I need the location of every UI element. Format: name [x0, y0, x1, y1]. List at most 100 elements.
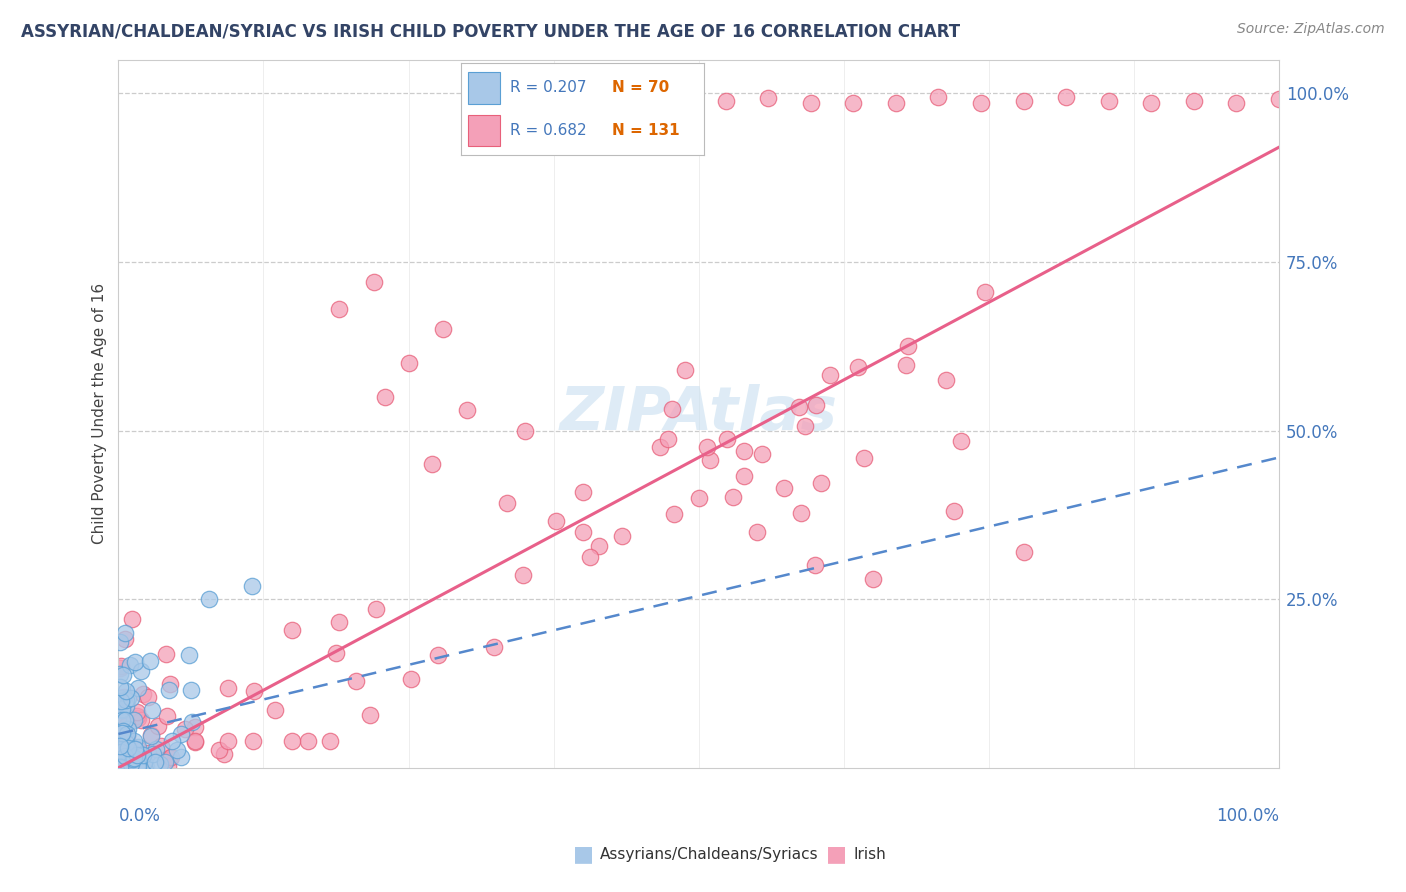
- Point: [108, 760, 131, 774]
- Point: [110, 659, 132, 673]
- Point: [112, 757, 135, 772]
- Point: [111, 713, 134, 727]
- Point: [1268, 92, 1291, 106]
- Point: [846, 359, 869, 374]
- Point: [852, 450, 875, 465]
- Point: [672, 94, 695, 108]
- Point: [108, 743, 131, 757]
- Point: [115, 727, 138, 741]
- Point: [756, 90, 779, 104]
- Point: [142, 747, 165, 761]
- Point: [661, 402, 683, 417]
- Point: [432, 322, 454, 336]
- Point: [111, 729, 134, 743]
- Point: [949, 434, 972, 449]
- Point: [364, 602, 387, 616]
- Point: [127, 759, 149, 773]
- Point: [716, 433, 738, 447]
- Point: [896, 358, 918, 372]
- Point: [935, 373, 957, 387]
- Point: [138, 654, 160, 668]
- Point: [112, 726, 135, 740]
- Point: [138, 690, 160, 704]
- Point: [108, 710, 131, 724]
- Point: [108, 739, 131, 754]
- Point: [927, 89, 949, 103]
- Point: [156, 758, 179, 772]
- Point: [148, 719, 170, 733]
- Text: 0.0%: 0.0%: [118, 806, 160, 824]
- Point: [122, 713, 145, 727]
- Point: [127, 741, 149, 756]
- Point: [242, 733, 264, 747]
- Point: [662, 508, 685, 522]
- Point: [456, 403, 478, 417]
- Point: [1182, 94, 1205, 108]
- Point: [1012, 545, 1035, 559]
- Point: [790, 506, 813, 520]
- Point: [110, 680, 132, 694]
- Point: [699, 452, 721, 467]
- Point: [122, 751, 145, 765]
- Point: [111, 724, 134, 739]
- Point: [110, 690, 132, 705]
- Point: [180, 714, 202, 729]
- Point: [214, 747, 236, 761]
- Point: [1012, 94, 1035, 108]
- Point: [810, 475, 832, 490]
- Point: [108, 756, 131, 771]
- Point: [121, 752, 143, 766]
- Point: [145, 741, 167, 756]
- Point: [155, 755, 177, 769]
- Point: [110, 746, 132, 760]
- Point: [114, 632, 136, 647]
- Point: [124, 656, 146, 670]
- Point: [155, 648, 177, 662]
- Point: [733, 444, 755, 458]
- Point: [114, 693, 136, 707]
- Point: [114, 731, 136, 745]
- Point: [862, 572, 884, 586]
- Point: [217, 681, 239, 695]
- Point: [120, 691, 142, 706]
- Point: [571, 485, 593, 500]
- Point: [793, 419, 815, 434]
- Text: 100.0%: 100.0%: [1216, 806, 1279, 824]
- Text: ■: ■: [827, 845, 846, 864]
- Point: [170, 750, 193, 764]
- Point: [630, 90, 652, 104]
- Point: [157, 682, 180, 697]
- Point: [127, 748, 149, 763]
- Point: [970, 95, 993, 110]
- Point: [217, 733, 239, 747]
- Point: [131, 749, 153, 764]
- Text: ASSYRIAN/CHALDEAN/SYRIAC VS IRISH CHILD POVERTY UNDER THE AGE OF 16 CORRELATION : ASSYRIAN/CHALDEAN/SYRIAC VS IRISH CHILD …: [21, 22, 960, 40]
- Text: ■: ■: [574, 845, 593, 864]
- Point: [110, 745, 132, 759]
- Point: [745, 524, 768, 539]
- Text: Source: ZipAtlas.com: Source: ZipAtlas.com: [1237, 22, 1385, 37]
- Point: [108, 666, 131, 681]
- Point: [157, 751, 180, 765]
- Point: [160, 734, 183, 748]
- Point: [1054, 90, 1077, 104]
- Point: [399, 672, 422, 686]
- Point: [108, 635, 131, 649]
- Point: [243, 683, 266, 698]
- Point: [281, 623, 304, 637]
- Point: [129, 754, 152, 768]
- Point: [127, 759, 149, 773]
- Point: [420, 457, 443, 471]
- Point: [1140, 96, 1163, 111]
- Point: [136, 747, 159, 761]
- Point: [1098, 94, 1121, 108]
- Point: [787, 400, 810, 414]
- Point: [124, 742, 146, 756]
- Point: [115, 698, 138, 713]
- Point: [513, 424, 536, 438]
- Point: [111, 703, 134, 717]
- Point: [110, 726, 132, 740]
- Point: [359, 707, 381, 722]
- Point: [108, 661, 131, 675]
- Point: [120, 657, 142, 672]
